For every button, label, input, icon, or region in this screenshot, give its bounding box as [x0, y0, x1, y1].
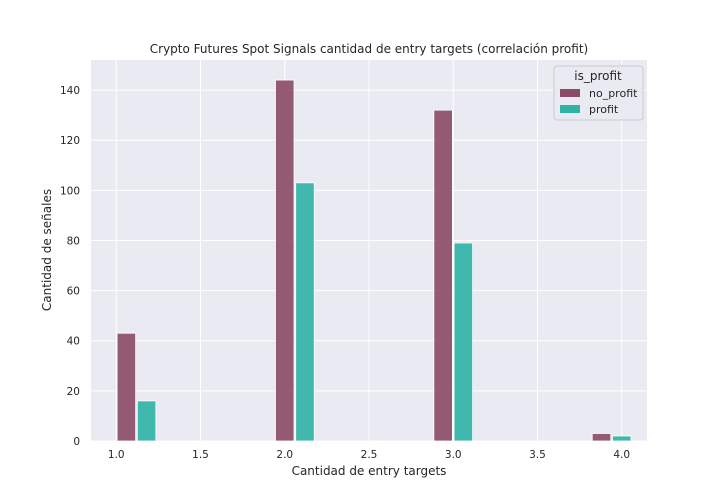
x-tick-label: 3.0	[445, 449, 462, 461]
y-tick-label: 20	[67, 386, 80, 398]
legend-label-profit: profit	[589, 103, 619, 116]
x-tick-label: 4.0	[613, 449, 630, 461]
y-tick-label: 60	[67, 286, 80, 298]
legend-swatch-no-profit	[560, 89, 580, 97]
legend-swatch-profit	[560, 105, 580, 113]
chart-title: Crypto Futures Spot Signals cantidad de …	[150, 42, 588, 56]
x-axis-label: Cantidad de entry targets	[292, 464, 447, 478]
y-tick-label: 140	[60, 85, 80, 97]
y-axis-label: Cantidad de señales	[40, 189, 54, 311]
bar-profit	[612, 435, 632, 442]
bar-profit	[453, 242, 474, 442]
bar-no-profit	[591, 433, 612, 442]
y-tick-labels: 0 20 40 60 80 100 120 140	[60, 85, 80, 448]
y-tick-label: 40	[67, 336, 80, 348]
bar-profit	[136, 400, 157, 442]
bar-no-profit	[433, 109, 453, 442]
y-tick-label: 100	[60, 185, 80, 197]
bar-no-profit	[275, 79, 295, 442]
legend: is_profit no_profit profit	[553, 65, 644, 121]
legend-label-no-profit: no_profit	[589, 87, 638, 100]
y-tick-label: 80	[67, 235, 80, 247]
bars	[116, 79, 632, 442]
x-tick-label: 2.5	[361, 449, 378, 461]
y-tick-label: 120	[60, 135, 80, 147]
x-tick-label: 1.5	[192, 449, 209, 461]
legend-title: is_profit	[574, 69, 622, 83]
y-tick-label: 0	[73, 436, 80, 448]
x-tick-label: 2.0	[276, 449, 293, 461]
x-tick-label: 1.0	[108, 449, 125, 461]
bar-profit	[295, 182, 315, 442]
bar-no-profit	[116, 332, 137, 442]
x-tick-label: 3.5	[529, 449, 546, 461]
x-tick-labels: 1.0 1.5 2.0 2.5 3.0 3.5 4.0	[108, 449, 630, 461]
